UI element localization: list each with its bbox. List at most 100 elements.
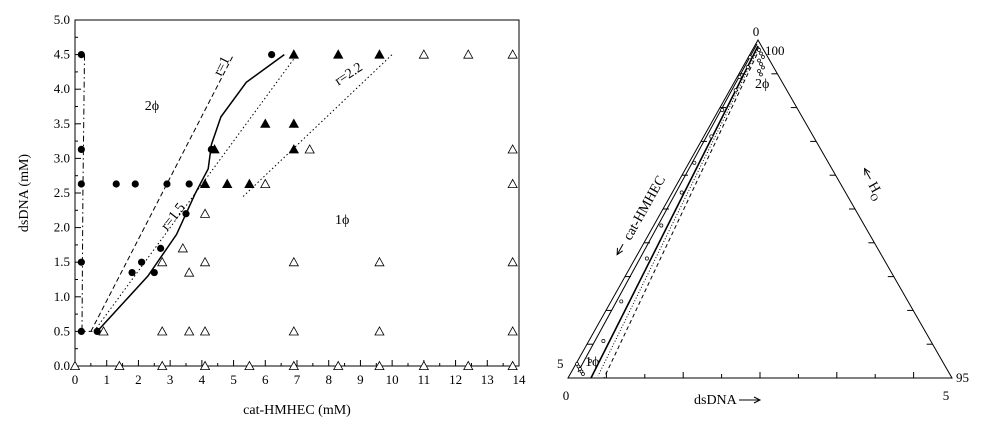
x-tick-label: 10: [386, 372, 399, 387]
ternary-point: [737, 75, 742, 79]
y-tick-label: 0.0: [54, 358, 70, 373]
y-tick-label: 5.0: [54, 12, 70, 27]
annotation-label: r=2.2: [332, 60, 365, 89]
data-point-filled-circle: [77, 327, 85, 335]
data-points: [69, 49, 518, 371]
data-point-filled-triangle: [288, 144, 300, 154]
boundary-curves: [81, 53, 393, 332]
data-point-open-triangle: [199, 326, 211, 336]
x-tick-label: 6: [262, 372, 269, 387]
ternary-points: [575, 48, 765, 376]
data-point-filled-circle: [128, 268, 136, 277]
annotation-label: 2ϕ: [145, 99, 159, 114]
boundary-curve-dotted: [93, 54, 298, 332]
data-point-filled-circle: [77, 258, 85, 266]
y-tick-label: 2.5: [54, 185, 70, 200]
y-axis-title: dsDNA (mM): [17, 154, 32, 233]
ternary-bottom-left-label: 0: [563, 388, 570, 403]
annotation-label: r=1: [211, 54, 233, 78]
data-point-open-triangle: [157, 256, 168, 267]
ternary-top-right-label: 100: [765, 43, 785, 58]
ternary-left-end-label: 5: [557, 356, 564, 371]
data-point-filled-triangle: [222, 178, 233, 189]
data-point-open-triangle: [288, 256, 300, 267]
data-point-open-triangle: [507, 49, 518, 59]
svg-text:cat-HMHEC: cat-HMHEC: [621, 173, 669, 243]
data-point-filled-circle: [157, 244, 165, 252]
ternary-point: [601, 339, 606, 343]
data-point-open-triangle: [183, 326, 195, 336]
data-point-open-triangle: [98, 326, 109, 336]
data-point-open-triangle: [244, 360, 255, 371]
data-point-open-triangle: [304, 144, 315, 154]
ternary-right-end-label: 95: [956, 370, 969, 385]
x-tick-label: 13: [481, 372, 494, 387]
ternary-line-dashed: [603, 47, 761, 379]
boundary-curve-dashed: [90, 54, 235, 332]
ternary-point: [720, 108, 725, 112]
ternary-point: [581, 372, 585, 376]
ternary-point: [757, 58, 761, 63]
data-point-open-triangle: [507, 326, 518, 336]
ternary-point: [759, 62, 763, 66]
ternary-2phi-label: 2ϕ: [755, 77, 769, 92]
y-tick-label: 3.0: [54, 150, 70, 165]
y-tick-label: 4.5: [54, 47, 70, 62]
data-point-open-triangle: [507, 144, 518, 154]
data-point-open-triangle: [288, 326, 300, 336]
right-axis-title: HO: [862, 167, 886, 204]
data-point-filled-triangle: [209, 144, 220, 154]
data-point-open-triangle: [507, 360, 518, 371]
data-point-open-triangle: [288, 360, 300, 371]
x-tick-label: 0: [72, 372, 79, 387]
data-point-filled-circle: [112, 180, 120, 188]
x-tick-label: 3: [167, 372, 174, 387]
y-tick-label: 1.5: [54, 254, 70, 269]
data-point-filled-circle: [163, 180, 171, 188]
ternary-point: [692, 160, 697, 165]
data-point-filled-circle: [268, 51, 276, 59]
data-point-filled-triangle: [333, 49, 344, 59]
ternary-point: [619, 299, 624, 304]
data-point-filled-triangle: [244, 178, 255, 189]
plot-frame: [74, 19, 520, 367]
data-point-open-triangle: [333, 360, 344, 371]
ternary-point: [759, 72, 763, 77]
data-point-filled-triangle: [199, 178, 211, 189]
svg-text:HO: HO: [862, 180, 886, 204]
x-tick-label: 12: [449, 372, 462, 387]
data-point-open-triangle: [260, 178, 271, 189]
data-point-open-triangle: [114, 360, 125, 371]
ternary-point: [659, 223, 664, 228]
ternary-line-thick: [590, 45, 759, 379]
ternary-point: [748, 55, 752, 60]
ternary-point: [759, 51, 763, 56]
y-tick-label: 1.0: [54, 289, 70, 304]
ternary-point: [644, 256, 649, 261]
y-tick-label: 2.0: [54, 220, 70, 235]
data-point-filled-circle: [185, 180, 193, 188]
ternary-point: [588, 358, 592, 363]
y-tick-label: 3.5: [54, 116, 70, 131]
data-point-open-triangle: [374, 360, 385, 371]
bottom-axis-title: dsDNA: [694, 393, 762, 408]
ternary-top-label: 0: [753, 24, 760, 39]
data-point-filled-triangle: [374, 49, 385, 59]
data-point-filled-triangle: [260, 118, 271, 128]
data-point-open-triangle: [418, 49, 430, 59]
ternary-line-dotted: [597, 46, 760, 377]
data-point-open-triangle: [157, 360, 168, 371]
ternary-point: [757, 48, 761, 52]
x-tick-label: 5: [230, 372, 237, 387]
data-point-filled-triangle: [288, 118, 300, 128]
ternary-point: [709, 134, 714, 139]
x-tick-label: 7: [294, 372, 301, 387]
ternary-point: [745, 65, 750, 70]
ternary-bottom-right-label: 5: [943, 388, 950, 403]
data-point-open-triangle: [177, 243, 189, 253]
svg-text:dsDNA: dsDNA: [694, 393, 738, 408]
y-ticks: 0.0 0.5 1.0 1.5 2.0 2.5 3.0 3.5 4.0 4.5 5.0: [54, 12, 81, 373]
x-tick-label: 8: [325, 372, 332, 387]
ternary-diagram: 0 100 5 0 5 95 2ϕ 1ϕ dsDNA cat-HMHEC HO: [557, 24, 969, 408]
